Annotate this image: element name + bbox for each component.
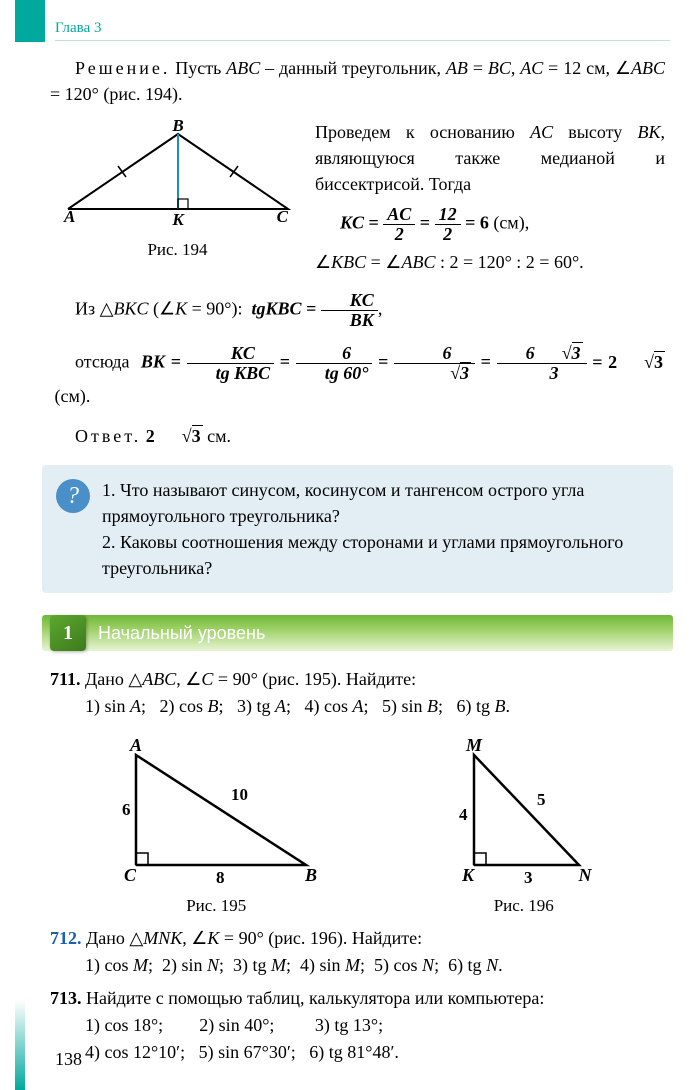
triangle-196: M K N 4 3 5: [439, 735, 609, 885]
fig195: A C B 6 8 10 Рис. 195: [106, 735, 326, 916]
problem-713: 713. Найдите с помощью таблиц, калькулят…: [50, 988, 665, 1063]
solution-p2: Проведем к основанию AC высоту BK, являю…: [315, 119, 665, 197]
svg-text:10: 10: [231, 785, 248, 804]
svg-text:3: 3: [524, 868, 533, 885]
svg-text:C: C: [124, 865, 137, 885]
svg-text:B: B: [304, 865, 317, 885]
question-icon: ?: [56, 479, 90, 513]
bk-equation: отсюда BK = KCtg KBC = 6tg 60° = 63 = 63…: [50, 344, 665, 409]
kc-equation: KC = AC2 = 122 = 6 (см),: [340, 205, 665, 244]
p711-items: 1) sin A; 2) cos B; 3) tg A; 4) cos A; 5…: [85, 696, 665, 717]
from-bkc: Из △BKC (∠K = 90°): tgKBC = KCBK,: [50, 291, 665, 330]
level-cube: 1: [50, 615, 86, 651]
answer: Ответ. 23 см.: [50, 423, 665, 449]
kbc-equation: ∠KBC = ∠ABC : 2 = 120° : 2 = 60°.: [315, 252, 665, 273]
chapter-header: Глава 3: [55, 20, 101, 37]
p712-items: 1) cos M; 2) sin N; 3) tg M; 4) sin M; 5…: [85, 955, 665, 976]
page-number: 138: [55, 1049, 82, 1070]
figures-row: A C B 6 8 10 Рис. 195 M K N 4 3 5 Рис. 1…: [50, 735, 665, 916]
svg-text:6: 6: [122, 800, 131, 819]
svg-text:C: C: [276, 207, 288, 226]
svg-text:A: A: [129, 735, 142, 755]
svg-text:5: 5: [537, 790, 546, 809]
svg-text:K: K: [171, 210, 185, 229]
triangle-194: B A K C: [58, 119, 298, 229]
fig194: B A K C Рис. 194: [50, 119, 305, 260]
fig196: M K N 4 3 5 Рис. 196: [439, 735, 609, 916]
svg-text:A: A: [63, 207, 75, 226]
svg-text:4: 4: [459, 805, 468, 824]
fig195-caption: Рис. 195: [106, 896, 326, 916]
p713-row1: 1) cos 18°; 2) sin 40°; 3) tg 13°;: [85, 1015, 665, 1036]
question-2: 2. Каковы соотношения между сторонами и …: [102, 529, 659, 581]
svg-text:N: N: [577, 865, 592, 885]
page-content: Решение. Пусть ABC – данный треугольник,…: [50, 55, 665, 1063]
svg-text:K: K: [461, 865, 476, 885]
level-bar: 1 Начальный уровень: [42, 615, 673, 651]
fig194-caption: Рис. 194: [50, 240, 305, 260]
problem-712: 712. Дано △MNK, ∠K = 90° (рис. 196). Най…: [50, 928, 665, 976]
question-box: ? 1. Что называют синусом, косинусом и т…: [42, 465, 673, 593]
fig196-caption: Рис. 196: [439, 896, 609, 916]
fig194-row: B A K C Рис. 194 Проведем к основанию AC…: [50, 119, 665, 281]
level-label: Начальный уровень: [98, 623, 265, 644]
question-1: 1. Что называют синусом, косинусом и тан…: [102, 477, 659, 529]
svg-text:8: 8: [216, 868, 225, 885]
header-rule: [55, 40, 670, 41]
svg-text:M: M: [465, 735, 483, 755]
p713-row2: 4) cos 12°10′; 5) sin 67°30′; 6) tg 81°4…: [85, 1042, 665, 1063]
triangle-195: A C B 6 8 10: [106, 735, 326, 885]
solution-intro: Решение. Пусть ABC – данный треугольник,…: [50, 55, 665, 107]
corner-tab: [15, 0, 45, 42]
fig194-text: Проведем к основанию AC высоту BK, являю…: [305, 119, 665, 281]
problem-711: 711. Дано △ABC, ∠C = 90° (рис. 195). Най…: [50, 669, 665, 717]
svg-text:B: B: [171, 119, 183, 135]
side-gradient: [15, 1000, 25, 1090]
